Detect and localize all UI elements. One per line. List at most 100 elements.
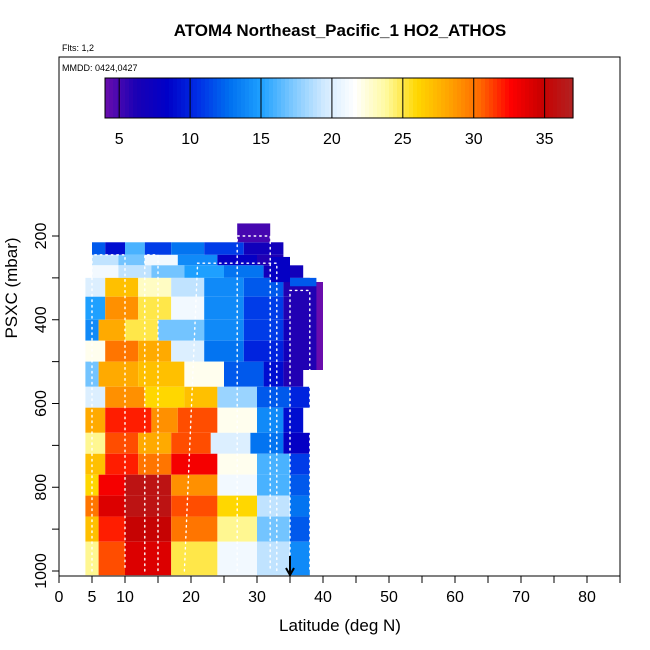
colorbar-swatch [373,78,378,118]
colorbar-swatch [305,78,310,118]
y-axis: 200 400 600 800 1000 [33,223,59,589]
heatmap-cell [118,254,145,266]
heatmap-cell [138,296,172,320]
heatmap-cell [125,495,172,517]
x-tick-label: 0 [55,589,64,606]
colorbar-swatch [425,78,430,118]
plot-frame [58,56,621,577]
heatmap-cell [290,516,310,542]
colorbar-swatch [377,78,382,118]
heatmap-cell [177,407,218,433]
heatmap-cell [138,361,185,387]
colorbar-swatch [169,78,174,118]
x-tick-label: 80 [578,589,596,606]
y-tick-label: 600 [33,390,50,417]
flight-track [289,289,311,572]
colorbar-swatch [545,78,550,118]
colorbar-swatch [481,78,486,118]
colorbar-swatch [181,78,186,118]
heatmap-cell [257,453,290,475]
heatmap-cell [316,282,323,370]
colorbar-swatch [565,78,570,118]
colorbar-swatch [553,78,558,118]
colorbar-swatch [437,78,442,118]
colorbar-swatch [193,78,198,118]
heatmap-cell [171,432,211,454]
colorbar-swatch [265,78,270,118]
colorbar-swatch [525,78,530,118]
heatmap-cell [105,242,125,255]
heatmap-cell [125,541,172,576]
heatmap-cell [158,319,205,341]
colorbar-swatch [233,78,238,118]
heatmap-cell [257,474,290,496]
colorbar-swatch [217,78,222,118]
colorbar-swatch [361,78,366,118]
colorbar-swatch [129,78,134,118]
colorbar-swatch [341,78,346,118]
colorbar-swatch [489,78,494,118]
x-tick-label: 70 [512,589,530,606]
heatmap-cell [290,474,310,496]
colorbar-swatch [557,78,562,118]
colorbar-swatch [337,78,342,118]
heatmap-cell [243,340,284,362]
heatmap-cell [283,407,304,433]
heatmap-cell [85,516,99,542]
colorbar-swatch [113,78,118,118]
colorbar-swatch [405,78,410,118]
heatmap-cell [257,541,290,576]
colorbar-swatch [409,78,414,118]
heatmap-cell [171,453,218,475]
heatmap-cell [125,319,158,341]
heatmap-cell [177,254,218,266]
heatmap-cell [237,223,271,243]
heatmap-cell [105,277,139,297]
heatmap-cell [125,242,145,255]
heatmap-cell [243,319,284,341]
heatmap-cell [224,361,264,387]
heatmap-cell [171,516,218,542]
colorbar-swatch [229,78,234,118]
heatmap-cell [85,407,106,433]
colorbar-swatch [541,78,546,118]
heatmap-cell [98,495,125,517]
heatmap-cell [105,296,139,320]
colorbar-swatch [561,78,566,118]
heatmap-cell [92,265,119,278]
flight-track [91,254,126,572]
colorbar-swatch [213,78,218,118]
colorbar-swatch [313,78,318,118]
colorbar-swatch [205,78,210,118]
x-axis-label: Latitude (deg N) [279,616,401,635]
colorbar-swatch [485,78,490,118]
colorbar-swatch [221,78,226,118]
colorbar-swatch [257,78,262,118]
heatmap-cell [98,474,125,496]
heatmap-cell [85,296,106,320]
heatmap-cell [85,319,99,341]
heatmap-cell [204,340,244,362]
heatmap-cell [243,277,284,297]
heatmap-cell [263,361,284,387]
heatmap-cell [257,386,290,408]
colorbar-swatch [473,78,478,118]
heatmap-cell [98,541,125,576]
colorbar-swatch [353,78,358,118]
heatmap-cell [224,265,264,278]
x-tick-label: 60 [446,589,464,606]
heatmap-cell [118,265,152,278]
y-tick-label: 400 [33,306,50,333]
heatmap-cell [250,432,284,454]
colorbar-swatch [369,78,374,118]
y-tick-label: 1000 [33,553,50,589]
colorbar-swatch [153,78,158,118]
colorbar-swatch [309,78,314,118]
colorbar-swatch [317,78,322,118]
heatmap-cell [151,407,178,433]
colorbar-tick-label: 35 [536,131,554,148]
flights-label: Flts: 1,2 [62,43,94,53]
y-axis-label: PSXC (mbar) [2,237,21,338]
colorbar-swatch [429,78,434,118]
